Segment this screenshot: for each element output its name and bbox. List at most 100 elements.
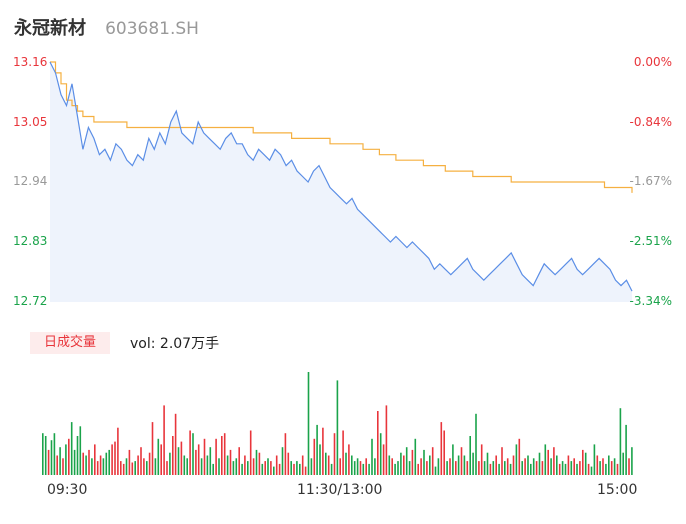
volume-bar [244, 455, 246, 475]
volume-bar [99, 455, 102, 475]
volume-bar [521, 461, 523, 475]
volume-bar [443, 430, 445, 475]
volume-bar [362, 463, 365, 475]
average-price-line [50, 61, 633, 193]
volume-bar [460, 447, 463, 475]
price-area-fill [50, 62, 632, 302]
volume-bar [160, 444, 162, 475]
volume-bar [345, 452, 347, 475]
volume-bar [218, 458, 220, 475]
volume-bar [359, 461, 362, 475]
y-tick-left: 12.72 [13, 294, 48, 308]
volume-bar [82, 452, 84, 475]
volume-bar [602, 458, 604, 475]
volume-title-badge: 日成交量 [30, 332, 110, 354]
volume-bar [238, 447, 240, 475]
volume-bar [599, 461, 601, 475]
volume-bar [134, 461, 136, 475]
volume-bar [301, 455, 304, 475]
volume-bar [457, 455, 460, 475]
volume-bar [573, 458, 575, 475]
volume-bar [247, 461, 249, 475]
volume-bar [200, 458, 203, 475]
volume-bar [120, 461, 122, 475]
volume-bar [527, 455, 529, 475]
volume-bar [169, 452, 171, 475]
volume-bar [316, 424, 318, 475]
volume-bar [486, 452, 489, 475]
volume-bar [252, 458, 255, 475]
volume-bar [128, 449, 131, 475]
volume-bar [553, 447, 555, 475]
volume-bar [111, 444, 113, 475]
volume-bar [584, 452, 587, 475]
volume-bar [117, 427, 119, 475]
volume-bar [374, 458, 376, 475]
volume-bar [319, 444, 321, 475]
volume-bar [596, 455, 599, 475]
volume-bar [241, 463, 243, 475]
volume-bar [391, 458, 393, 475]
volume-bar [336, 380, 339, 475]
volume-bar [512, 455, 515, 475]
volume-bar [631, 447, 633, 475]
x-tick: 11:30/13:00 [297, 482, 383, 498]
volume-bar [556, 455, 558, 475]
volume-bar [394, 463, 396, 475]
volume-bar [365, 458, 367, 475]
volume-bar [371, 438, 373, 475]
y-tick-right: -2.51% [629, 234, 672, 248]
volume-bar [105, 452, 108, 475]
y-tick-left: 13.16 [13, 55, 48, 69]
volume-bar [327, 455, 330, 475]
y-tick-left: 12.83 [13, 234, 48, 248]
volume-bar [501, 447, 503, 475]
volume-bar [400, 452, 402, 475]
y-tick-left: 12.94 [13, 174, 48, 188]
volume-bar [255, 449, 258, 475]
volume-bar [186, 458, 188, 475]
volume-bar [91, 458, 93, 475]
volume-bar [172, 436, 174, 475]
volume-bar [518, 438, 521, 475]
volume-bar [538, 452, 541, 475]
volume-bar [431, 447, 434, 475]
volume-bar [70, 422, 73, 475]
volume-bar [195, 449, 197, 475]
volume-bar [114, 441, 116, 475]
volume-bar [420, 458, 422, 475]
volume-bar [535, 461, 538, 475]
volume-bar [229, 449, 232, 475]
volume-bar [50, 440, 53, 475]
volume-bar [564, 463, 567, 475]
volume-bar [226, 455, 229, 475]
volume-bar [154, 458, 157, 475]
volume-bar [622, 452, 624, 475]
volume-bar [249, 430, 252, 475]
volume-bar [299, 463, 301, 475]
volume-bar [423, 449, 425, 475]
volume-bar [146, 461, 148, 475]
volume-bar [313, 438, 316, 475]
volume-bar [278, 463, 281, 475]
volume-bar [587, 463, 590, 475]
volume-bar [593, 444, 596, 475]
volume-bar [42, 433, 44, 475]
volume-bar [408, 461, 411, 475]
volume-bar [348, 444, 350, 475]
volume-bar [379, 433, 382, 475]
volume-bar [426, 461, 428, 475]
volume-bar [163, 405, 165, 475]
volume-bar [287, 452, 290, 475]
volume-bar [437, 458, 440, 475]
volume-bar [293, 463, 295, 475]
y-tick-right: 0.00% [633, 55, 672, 69]
y-tick-right: -3.34% [629, 294, 672, 308]
volume-bar [515, 444, 518, 475]
y-tick-left: 13.05 [13, 115, 48, 129]
volume-bar [143, 458, 145, 475]
volume-bar [576, 463, 578, 475]
volume-bar [330, 463, 333, 475]
volume-bar [223, 433, 226, 475]
volume-bar [558, 463, 561, 475]
